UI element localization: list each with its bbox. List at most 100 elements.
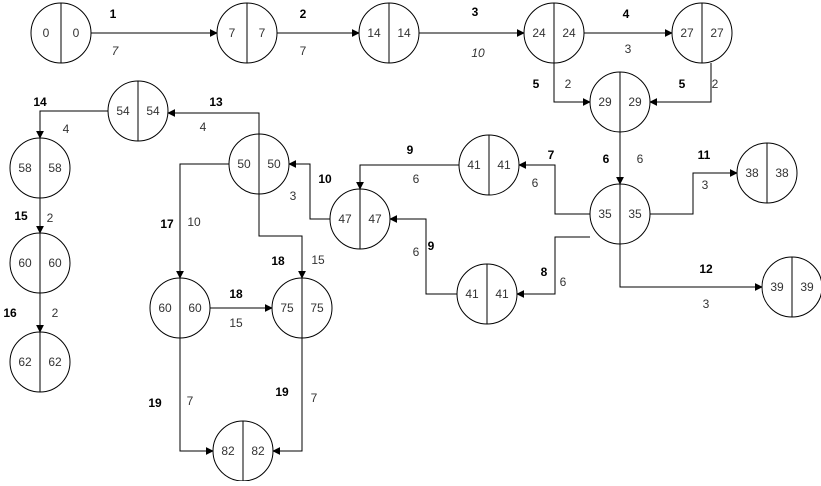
- activity-label-e17: 17: [160, 217, 174, 231]
- arrow-e7: [518, 161, 590, 215]
- duration-label-e18b: 15: [229, 316, 243, 330]
- arrow-e14: [36, 110, 108, 139]
- event-node-n24: 24 24: [523, 2, 585, 64]
- activity-label-e9a: 9: [407, 143, 414, 157]
- duration-label-e5a: 2: [565, 77, 572, 91]
- earliest-time: 35: [598, 207, 612, 221]
- event-node-n27: 27 27: [671, 2, 733, 64]
- activity-label-e5a: 5: [533, 77, 540, 91]
- earliest-time: 39: [770, 280, 784, 294]
- arrow-e12: [619, 244, 763, 291]
- latest-time: 24: [562, 26, 576, 40]
- event-node-n58: 58 58: [9, 137, 71, 199]
- activity-label-e6: 6: [603, 152, 610, 166]
- arrow-e13: [167, 109, 260, 134]
- duration-label-e7: 6: [532, 176, 539, 190]
- latest-time: 27: [710, 26, 724, 40]
- earliest-time: 24: [532, 26, 546, 40]
- latest-time: 50: [267, 157, 281, 171]
- duration-label-e2: 7: [300, 44, 307, 58]
- latest-time: 7: [259, 26, 266, 40]
- earliest-time: 54: [116, 104, 130, 118]
- duration-label-e18a: 15: [311, 253, 325, 267]
- duration-label-e9b: 6: [413, 245, 420, 259]
- activity-label-e14: 14: [33, 95, 47, 109]
- activity-label-e18b: 18: [229, 287, 243, 301]
- earliest-time: 60: [18, 256, 32, 270]
- activity-label-e16: 16: [3, 306, 17, 320]
- event-node-n82: 82 82: [212, 420, 274, 482]
- activity-label-e19b: 19: [275, 385, 289, 399]
- latest-time: 47: [368, 212, 382, 226]
- event-node-n39: 39 39: [761, 256, 821, 318]
- duration-label-e13: 4: [200, 120, 207, 134]
- earliest-time: 50: [237, 157, 251, 171]
- earliest-time: 27: [680, 26, 694, 40]
- activity-label-e2: 2: [300, 7, 307, 21]
- event-node-n41b: 41 41: [456, 263, 518, 325]
- arrow-e5a: [553, 63, 591, 106]
- duration-label-e4: 3: [625, 42, 632, 56]
- duration-label-e11: 3: [702, 178, 709, 192]
- latest-time: 0: [73, 26, 80, 40]
- latest-time: 39: [800, 280, 814, 294]
- earliest-time: 62: [18, 355, 32, 369]
- event-node-n62: 62 62: [9, 331, 71, 393]
- latest-time: 60: [48, 256, 62, 270]
- earliest-time: 75: [280, 301, 294, 315]
- arrow-e10: [288, 160, 330, 220]
- duration-label-e1: 7: [112, 44, 120, 58]
- event-node-n47: 47 47: [329, 188, 391, 250]
- latest-time: 54: [146, 104, 160, 118]
- latest-time: 41: [495, 287, 509, 301]
- latest-time: 58: [48, 161, 62, 175]
- activity-label-e8: 8: [541, 265, 548, 279]
- event-node-n60a: 60 60: [9, 232, 71, 294]
- event-node-n54: 54 54: [107, 80, 169, 142]
- arrow-e9b: [389, 215, 457, 295]
- activity-label-e19a: 19: [148, 396, 162, 410]
- duration-label-e14: 4: [63, 122, 70, 136]
- latest-time: 82: [251, 444, 265, 458]
- earliest-time: 47: [338, 212, 352, 226]
- earliest-time: 38: [745, 166, 759, 180]
- duration-label-e9a: 6: [413, 172, 420, 186]
- latest-time: 38: [775, 166, 789, 180]
- event-node-n14: 14 14: [358, 2, 420, 64]
- duration-label-e19b: 7: [311, 391, 318, 405]
- activity-label-e13: 13: [209, 95, 223, 109]
- edges-layer: [36, 29, 763, 455]
- activity-label-e7: 7: [548, 148, 555, 162]
- duration-label-e12: 3: [703, 297, 710, 311]
- activity-label-e10: 10: [318, 172, 332, 186]
- arrow-e18a: [258, 194, 306, 279]
- activity-label-e18a: 18: [271, 254, 285, 268]
- duration-label-e10: 3: [290, 189, 297, 203]
- latest-time: 41: [497, 158, 511, 172]
- earliest-time: 41: [467, 158, 481, 172]
- duration-label-e8: 6: [560, 275, 567, 289]
- duration-label-e6: 6: [637, 152, 644, 166]
- event-node-n50: 50 50: [228, 133, 290, 195]
- arrow-e19a: [179, 338, 214, 455]
- earliest-time: 7: [229, 26, 236, 40]
- activity-label-e9b: 9: [428, 239, 435, 253]
- activity-label-e1: 1: [110, 7, 117, 21]
- duration-label-e15: 2: [47, 211, 54, 225]
- duration-label-e17: 10: [187, 215, 201, 229]
- event-node-n75: 75 75: [271, 277, 333, 339]
- activity-label-e11: 11: [698, 148, 711, 162]
- earliest-time: 0: [43, 26, 50, 40]
- latest-time: 14: [397, 26, 411, 40]
- activity-label-e5b: 5: [679, 77, 686, 91]
- arrow-e9a: [356, 164, 459, 190]
- duration-label-e16: 2: [52, 306, 59, 320]
- earliest-time: 41: [465, 287, 479, 301]
- event-node-n35: 35 35: [589, 183, 651, 245]
- event-node-n38: 38 38: [736, 142, 798, 204]
- latest-time: 62: [48, 355, 62, 369]
